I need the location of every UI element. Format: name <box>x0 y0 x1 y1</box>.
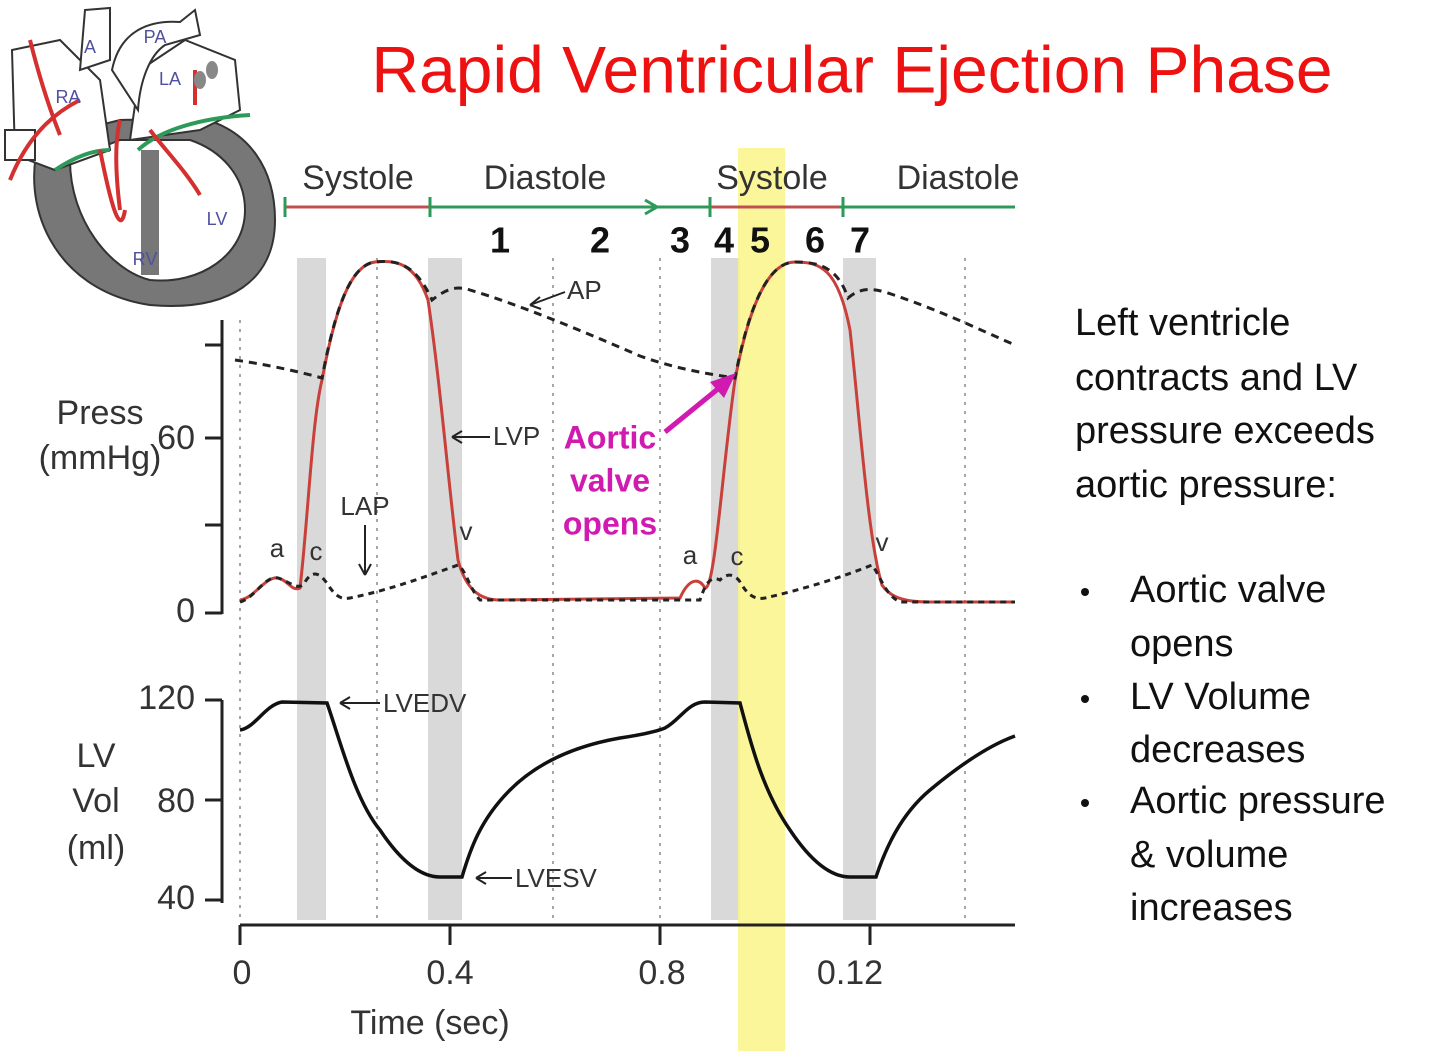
heart-label: A <box>84 37 96 57</box>
wave-label: a <box>270 533 285 563</box>
tick-label: 40 <box>157 879 195 917</box>
axis-label: Time (sec) <box>350 1004 509 1042</box>
heart-label: RV <box>133 249 158 269</box>
bullet-text: & volume <box>1130 834 1288 876</box>
curve-label: LVESV <box>515 863 598 893</box>
wave-label: v <box>876 527 889 557</box>
heart-label: RA <box>55 87 80 107</box>
lap-curve <box>239 563 1015 604</box>
phase-label: Systole <box>716 159 828 197</box>
phase-label: Diastole <box>484 159 607 197</box>
wave-label: c <box>310 536 323 566</box>
wave-label: v <box>460 516 473 546</box>
description-line: aortic pressure: <box>1075 464 1337 506</box>
heart-illustration: A PA RA LA LV RV <box>4 6 277 307</box>
heart-label: LA <box>159 69 181 89</box>
curve-label: LAP <box>340 491 389 521</box>
bullet-text: decreases <box>1130 729 1305 771</box>
isovolumic-bands <box>297 258 876 920</box>
ap-curve <box>234 260 1016 380</box>
wave-label: a <box>683 540 698 570</box>
annotation-line: valve <box>570 462 650 498</box>
description-line: contracts and LV <box>1075 357 1358 399</box>
bullet-text: Aortic pressure <box>1130 780 1386 822</box>
phase-number: 5 <box>750 220 770 261</box>
annotation-line: opens <box>563 505 657 541</box>
heart-label: LV <box>207 209 228 229</box>
phase-number: 1 <box>490 220 510 261</box>
heart-label: PA <box>144 27 167 47</box>
time-gridlines <box>239 258 966 920</box>
axis-label: Press <box>57 394 144 432</box>
curve-label: LVEDV <box>383 688 467 718</box>
phase-label: Systole <box>302 159 414 197</box>
tick-label: 0 <box>176 592 195 630</box>
tick-label: 0.4 <box>426 954 473 992</box>
curve-label: AP <box>567 275 602 305</box>
phase-number: 6 <box>805 220 825 261</box>
phase-number: 2 <box>590 220 610 261</box>
description-line: Left ventricle <box>1075 302 1290 344</box>
label-pointers <box>339 291 566 885</box>
tick-label: 0 <box>233 954 252 992</box>
tick-label: 0.12 <box>817 954 883 992</box>
axis-label: LV <box>76 737 115 775</box>
bullet-text: increases <box>1130 887 1293 929</box>
axis-label: Vol <box>72 782 119 820</box>
description-line: pressure exceeds <box>1075 410 1375 452</box>
lv-volume-curve <box>239 700 1016 879</box>
annotation: Aortic valve opens <box>563 419 657 541</box>
tick-label: 120 <box>138 679 195 717</box>
axes <box>205 320 1015 945</box>
phase-number: 7 <box>850 220 870 261</box>
phase-bar <box>283 197 1015 217</box>
axis-label: (mmHg) <box>39 439 162 477</box>
lvp-curve <box>239 260 1015 604</box>
wave-label: c <box>731 541 744 571</box>
tick-label: 80 <box>157 782 195 820</box>
phase-number: 4 <box>714 220 734 261</box>
annotation-arrow <box>663 373 736 434</box>
slide-title: Rapid Ventricular Ejection Phase <box>371 32 1332 106</box>
curve-label: LVP <box>493 421 540 451</box>
phase-label: Diastole <box>897 159 1020 197</box>
bullet-text: Aortic valve <box>1130 569 1326 611</box>
phase-number: 3 <box>670 220 690 261</box>
bullet-text: opens <box>1130 623 1234 665</box>
tick-label: 0.8 <box>638 954 685 992</box>
tick-label: 60 <box>157 419 195 457</box>
annotation-line: Aortic <box>564 419 656 455</box>
axis-label: (ml) <box>67 829 126 867</box>
bullets <box>1081 588 1089 807</box>
bullet-text: LV Volume <box>1130 676 1311 718</box>
